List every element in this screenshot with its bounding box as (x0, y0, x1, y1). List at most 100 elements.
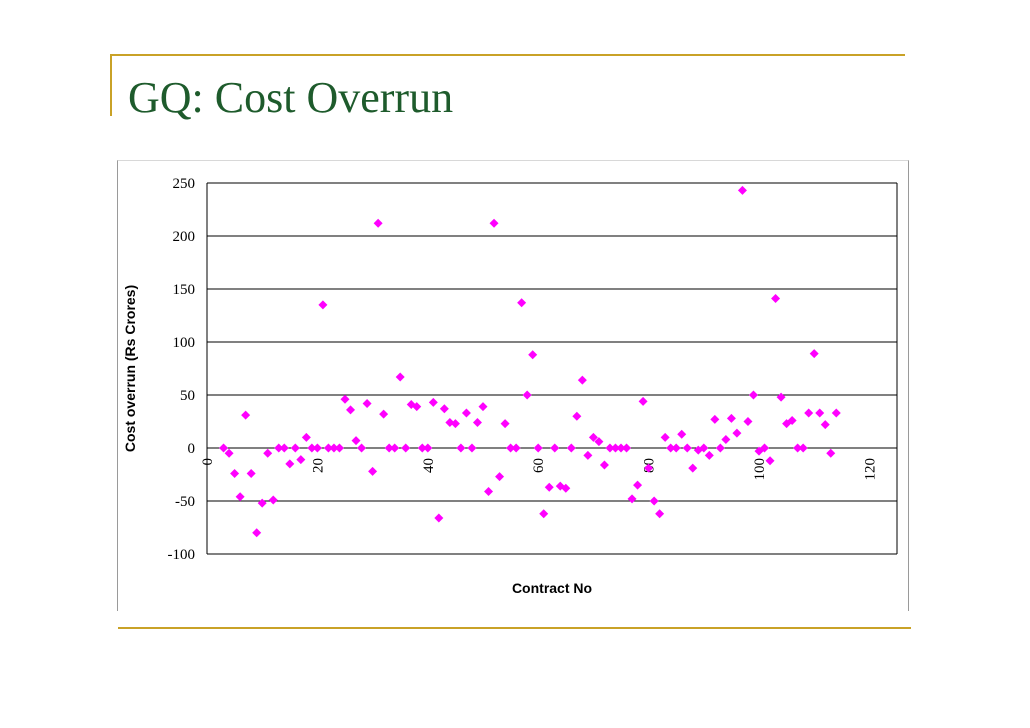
data-point (500, 419, 510, 429)
data-point (721, 435, 731, 445)
data-point (704, 450, 714, 460)
data-point (666, 443, 676, 453)
data-point (263, 448, 273, 458)
data-points (219, 185, 841, 538)
data-point (285, 459, 295, 469)
y-tick-label: -100 (168, 547, 196, 563)
data-point (649, 496, 659, 506)
data-point (417, 443, 427, 453)
data-point (495, 472, 505, 482)
data-point (793, 443, 803, 453)
data-point (815, 408, 825, 418)
data-point (296, 455, 306, 465)
data-point (434, 513, 444, 523)
data-point (318, 300, 328, 310)
data-point (820, 420, 830, 430)
data-point (566, 443, 576, 453)
data-point (809, 349, 819, 359)
data-point (450, 419, 460, 429)
data-point (257, 498, 267, 508)
data-point (461, 408, 471, 418)
data-point (804, 408, 814, 418)
data-point (539, 509, 549, 519)
y-tick-label: 250 (173, 176, 196, 192)
data-point (831, 408, 841, 418)
data-point (726, 413, 736, 423)
slide-title: GQ: Cost Overrun (128, 73, 454, 122)
data-point (268, 495, 278, 505)
data-point (550, 443, 560, 453)
gridlines (207, 182, 897, 555)
data-point (599, 460, 609, 470)
data-point (798, 443, 808, 453)
data-point (373, 218, 383, 228)
data-point (743, 417, 753, 426)
data-point (572, 411, 582, 421)
data-point (274, 443, 284, 453)
data-point (610, 443, 620, 453)
data-point (555, 481, 565, 491)
data-point (379, 409, 389, 419)
data-point (561, 483, 571, 493)
data-point (787, 415, 797, 425)
data-point (627, 494, 637, 504)
data-point (633, 480, 643, 490)
data-point (528, 350, 538, 360)
data-point (224, 448, 234, 458)
y-tick-labels: -100 -50 0 50 100 150 200 250 (168, 176, 196, 563)
y-tick-label: -50 (175, 494, 195, 510)
data-point (290, 443, 300, 453)
data-point (622, 443, 632, 453)
data-point (748, 390, 758, 400)
data-point (688, 463, 698, 473)
data-point (638, 396, 648, 406)
data-point (732, 428, 742, 438)
data-point (616, 443, 626, 453)
data-point (362, 398, 372, 408)
data-point (522, 390, 532, 400)
data-point (241, 410, 251, 420)
data-point (506, 443, 516, 453)
data-point (826, 448, 836, 458)
data-point (329, 443, 339, 453)
bottom-accent-rule (118, 627, 911, 629)
data-point (467, 443, 477, 453)
data-point (699, 443, 709, 453)
data-point (776, 392, 786, 402)
data-point (307, 443, 317, 453)
data-point (428, 397, 438, 407)
data-point (401, 443, 411, 453)
data-point (489, 218, 499, 228)
data-point (660, 432, 670, 442)
data-point (715, 443, 725, 453)
data-point (677, 429, 687, 439)
data-point (544, 482, 554, 492)
data-point (252, 528, 262, 538)
x-tick-label: 40 (421, 458, 437, 473)
data-point (230, 468, 240, 478)
data-point (368, 466, 378, 476)
x-tick-label: 60 (531, 458, 547, 473)
data-point (644, 463, 654, 473)
data-point (517, 298, 527, 308)
y-tick-label: 50 (180, 388, 195, 404)
data-point (340, 394, 350, 404)
top-accent-rule (110, 54, 905, 56)
y-tick-label: 100 (173, 335, 196, 351)
data-point (577, 375, 587, 385)
data-point (478, 402, 488, 412)
data-point (395, 372, 405, 382)
data-point (760, 443, 770, 453)
data-point (312, 443, 322, 453)
x-tick-label: 100 (752, 458, 768, 481)
data-point (671, 443, 681, 453)
data-point (351, 436, 361, 446)
data-point (456, 443, 466, 453)
x-tick-label: 20 (310, 458, 326, 473)
y-axis-title: Cost overrun (Rs Crores) (122, 285, 138, 452)
data-point (682, 443, 692, 453)
left-accent-rule (110, 54, 112, 116)
data-point (583, 450, 593, 460)
